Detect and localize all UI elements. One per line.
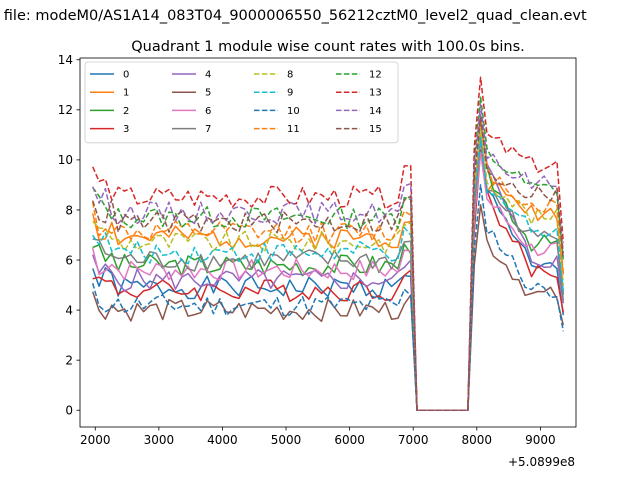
series-line-6 (91, 151, 565, 411)
legend-label-5: 5 (205, 88, 211, 99)
legend-label-13: 13 (369, 88, 382, 99)
legend-label-6: 6 (205, 106, 211, 117)
legend-label-9: 9 (287, 88, 293, 99)
x-offset-label: +5.0899e8 (508, 455, 575, 469)
series-line-11 (91, 119, 565, 411)
legend-label-4: 4 (205, 70, 211, 81)
legend-label-1: 1 (123, 88, 129, 99)
y-tick-label-6: 6 (65, 253, 73, 267)
x-tick-label-9000: 9000 (525, 433, 556, 447)
legend-label-7: 7 (205, 124, 211, 135)
series-line-12 (92, 96, 565, 411)
series-line-8 (92, 126, 565, 411)
y-tick-label-2: 2 (65, 353, 73, 367)
legend-label-0: 0 (123, 70, 129, 81)
series-line-5 (91, 204, 565, 411)
legend-label-8: 8 (287, 70, 293, 81)
x-tick-label-4000: 4000 (207, 433, 238, 447)
y-tick-label-12: 12 (58, 103, 73, 117)
legend-label-14: 14 (369, 106, 382, 117)
figure-suptitle: n file: modeM0/AS1A14_083T04_9000006550_… (0, 8, 587, 24)
legend-box (84, 61, 399, 144)
series-line-10 (91, 184, 565, 411)
y-tick-label-14: 14 (58, 53, 73, 67)
legend-label-10: 10 (287, 106, 300, 117)
y-tick-label-0: 0 (65, 404, 73, 418)
x-tick-label-7000: 7000 (398, 433, 429, 447)
y-tick-label-10: 10 (58, 153, 73, 167)
chart-title: Quadrant 1 module wise count rates with … (131, 39, 525, 55)
legend-label-15: 15 (369, 124, 382, 135)
y-tick-label-8: 8 (65, 203, 73, 217)
series-line-7 (92, 139, 565, 411)
series-line-15 (91, 116, 565, 411)
series-line-13 (92, 76, 565, 411)
y-tick-label-4: 4 (65, 303, 73, 317)
axes-frame (79, 57, 577, 428)
legend-label-12: 12 (369, 70, 382, 81)
series-line-9 (92, 136, 565, 411)
x-tick-label-8000: 8000 (462, 433, 493, 447)
x-tick-label-6000: 6000 (334, 433, 365, 447)
x-tick-label-2000: 2000 (80, 433, 111, 447)
legend-label-3: 3 (123, 124, 129, 135)
x-tick-label-3000: 3000 (144, 433, 175, 447)
series-line-14 (92, 104, 565, 411)
plot-area: 2000 3000 4000 5000 6000 7000 8000 900002468101… (58, 53, 577, 447)
legend-label-11: 11 (287, 124, 300, 135)
legend-label-2: 2 (123, 106, 129, 117)
x-tick-label-5000: 5000 (271, 433, 302, 447)
